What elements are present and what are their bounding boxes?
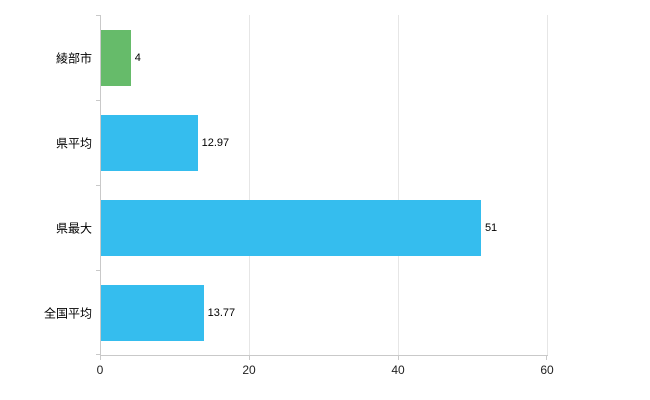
value-label: 13.77 bbox=[207, 306, 236, 319]
y-axis-tick bbox=[96, 354, 100, 355]
x-tick-label: 40 bbox=[391, 363, 405, 377]
x-axis-tick bbox=[249, 356, 250, 360]
category-label: 県平均 bbox=[55, 136, 92, 150]
category-label: 綾部市 bbox=[55, 51, 92, 65]
gridline bbox=[398, 15, 399, 355]
x-tick-label: 60 bbox=[540, 363, 554, 377]
y-axis-tick bbox=[96, 185, 100, 186]
value-label: 51 bbox=[484, 221, 498, 234]
bar-2[interactable] bbox=[101, 114, 198, 171]
x-axis-tick bbox=[100, 356, 101, 360]
y-axis-labels: 綾部市県平均県最大全国平均 bbox=[0, 15, 96, 355]
category-label: 全国平均 bbox=[43, 306, 92, 320]
category-label: 県最大 bbox=[55, 221, 92, 235]
y-axis-tick bbox=[96, 15, 100, 16]
bar-4[interactable] bbox=[101, 284, 204, 341]
value-label: 12.97 bbox=[201, 136, 230, 149]
plot-area: 4 12.97 51 13.77 bbox=[96, 15, 548, 356]
bar-3[interactable] bbox=[101, 199, 481, 256]
bar-1[interactable] bbox=[101, 29, 131, 86]
value-label: 4 bbox=[134, 51, 141, 64]
y-axis-tick bbox=[96, 270, 100, 271]
x-axis: 0 20 40 60 bbox=[96, 356, 554, 386]
x-tick-label: 20 bbox=[242, 363, 256, 377]
gridline bbox=[547, 15, 548, 355]
x-axis-tick bbox=[546, 356, 547, 360]
y-axis-tick bbox=[96, 100, 100, 101]
x-axis-tick bbox=[398, 356, 399, 360]
x-tick-label: 0 bbox=[96, 363, 104, 377]
gridline bbox=[249, 15, 250, 355]
